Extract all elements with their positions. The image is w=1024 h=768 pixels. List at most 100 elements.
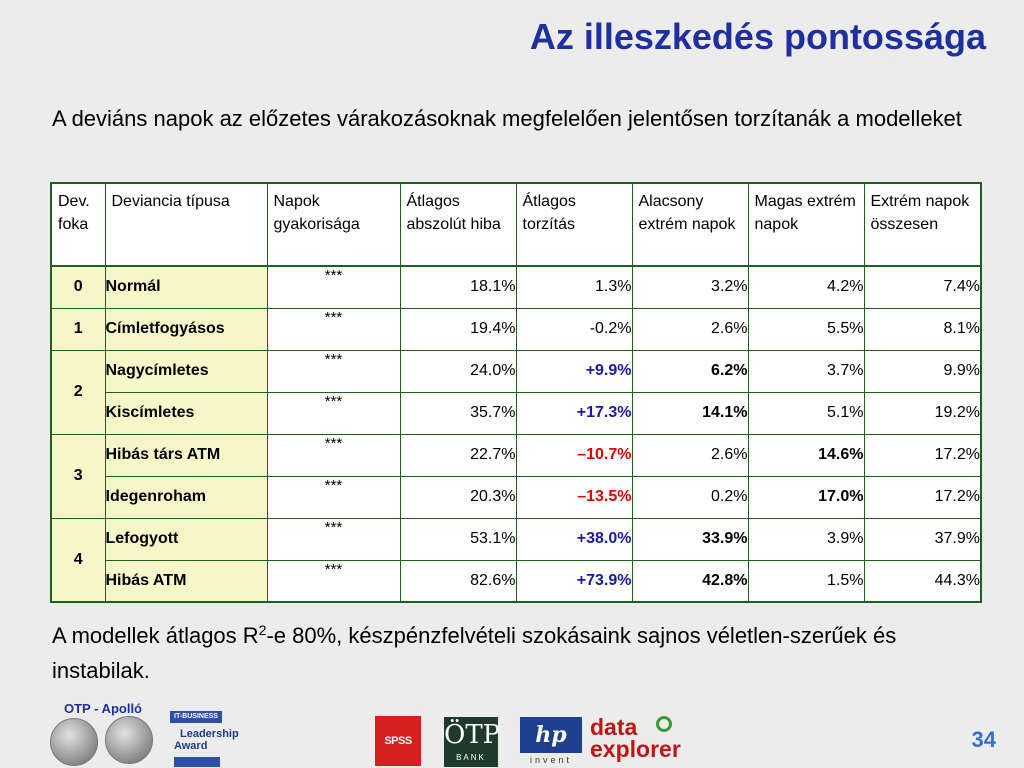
low-extreme-cell: 6.2% xyxy=(631,349,749,393)
bias-cell: -0.2% xyxy=(515,307,633,351)
bias-cell: +17.3% xyxy=(515,391,633,435)
low-extreme-cell: 33.9% xyxy=(631,517,749,561)
table-row: Hibás ATM *** 82.6% +73.9% 42.8% 1.5% 44… xyxy=(51,559,982,603)
award-band-bottom xyxy=(174,757,220,767)
bias-cell: 1.3% xyxy=(515,265,633,309)
high-extreme-cell: 3.9% xyxy=(747,517,865,561)
results-table: Dev. foka Deviancia típusa Napok gyakori… xyxy=(50,182,982,603)
mae-cell: 24.0% xyxy=(399,349,517,393)
total-extreme-cell: 19.2% xyxy=(863,391,982,435)
header-magas-extrem: Magas extrém napok xyxy=(747,182,865,267)
bias-cell: –10.7% xyxy=(515,433,633,477)
total-extreme-cell: 9.9% xyxy=(863,349,982,393)
header-atlagos-torzitas: Átlagos torzítás xyxy=(515,182,633,267)
total-extreme-cell: 44.3% xyxy=(863,559,982,603)
otp-apollo-label: OTP - Apolló xyxy=(64,701,142,716)
high-extreme-cell: 4.2% xyxy=(747,265,865,309)
dev-foka-cell: 2 xyxy=(50,349,106,435)
header-deviancia-tipusa: Deviancia típusa xyxy=(104,182,268,267)
dev-foka-cell: 4 xyxy=(50,517,106,603)
low-extreme-cell: 2.6% xyxy=(631,307,749,351)
dev-foka-cell: 3 xyxy=(50,433,106,519)
leadership-award-logo: IT-BUSINESS Leadership Award xyxy=(170,711,242,767)
bias-cell: +38.0% xyxy=(515,517,633,561)
deviancia-type-cell: Címletfogyásos xyxy=(104,307,268,351)
hp-invent-logo: hp invent xyxy=(520,717,582,767)
conclusion-text: A modellek átlagos R2-e 80%, készpénzfel… xyxy=(52,618,972,688)
slide-title: Az illeszkedés pontossága xyxy=(529,16,986,57)
deviancia-type-cell: Kiscímletes xyxy=(104,391,268,435)
total-extreme-cell: 7.4% xyxy=(863,265,982,309)
high-extreme-cell: 1.5% xyxy=(747,559,865,603)
mae-cell: 18.1% xyxy=(399,265,517,309)
low-extreme-cell: 42.8% xyxy=(631,559,749,603)
low-extreme-cell: 0.2% xyxy=(631,475,749,519)
frequency-cell: *** xyxy=(266,559,401,603)
mae-cell: 19.4% xyxy=(399,307,517,351)
mae-cell: 20.3% xyxy=(399,475,517,519)
header-alacsony-extrem: Alacsony extrém napok xyxy=(631,182,749,267)
header-napok-gyakorisaga: Napok gyakorisága xyxy=(266,182,401,267)
deviancia-type-cell: Idegenroham xyxy=(104,475,268,519)
data-explorer-line-2: explorer xyxy=(590,736,681,762)
high-extreme-cell: 5.1% xyxy=(747,391,865,435)
conclusion-part-1: A modellek átlagos R xyxy=(52,623,259,648)
bias-cell: –13.5% xyxy=(515,475,633,519)
table-row: 0 Normál *** 18.1% 1.3% 3.2% 4.2% 7.4% xyxy=(50,265,982,309)
mae-cell: 22.7% xyxy=(399,433,517,477)
total-extreme-cell: 8.1% xyxy=(863,307,982,351)
mae-cell: 35.7% xyxy=(399,391,517,435)
conclusion-part-2: -e 80%, készpénzfelvételi szokásaink saj… xyxy=(52,623,897,683)
coin-icon xyxy=(50,718,98,766)
table-row: 3 Hibás társ ATM *** 22.7% –10.7% 2.6% 1… xyxy=(50,433,982,519)
table-row: 2 Nagycímletes *** 24.0% +9.9% 6.2% 3.7%… xyxy=(50,349,982,435)
data-explorer-ring-icon xyxy=(656,716,672,732)
frequency-cell: *** xyxy=(266,265,401,309)
bias-cell: +9.9% xyxy=(515,349,633,393)
high-extreme-cell: 3.7% xyxy=(747,349,865,393)
award-line-1: Leadership xyxy=(180,728,239,740)
deviancia-type-cell: Lefogyott xyxy=(104,517,268,561)
low-extreme-cell: 3.2% xyxy=(631,265,749,309)
intro-text: A deviáns napok az előzetes várakozásokn… xyxy=(52,106,962,131)
dev-foka-cell: 0 xyxy=(50,265,106,309)
high-extreme-cell: 14.6% xyxy=(747,433,865,477)
hp-sub: invent xyxy=(529,755,573,765)
frequency-cell: *** xyxy=(266,433,401,477)
data-explorer-logo: data explorer xyxy=(590,716,720,766)
frequency-cell: *** xyxy=(266,391,401,435)
total-extreme-cell: 17.2% xyxy=(863,475,982,519)
total-extreme-cell: 17.2% xyxy=(863,433,982,477)
frequency-cell: *** xyxy=(266,475,401,519)
r-squared-superscript: 2 xyxy=(258,622,267,638)
otp-bank-mark: ÖTP xyxy=(444,720,501,750)
table-row: Kiscímletes *** 35.7% +17.3% 14.1% 5.1% … xyxy=(51,391,982,435)
low-extreme-cell: 2.6% xyxy=(631,433,749,477)
frequency-cell: *** xyxy=(266,517,401,561)
mae-cell: 82.6% xyxy=(399,559,517,603)
bias-cell: +73.9% xyxy=(515,559,633,603)
award-band: IT-BUSINESS xyxy=(170,711,222,723)
deviancia-type-cell: Nagycímletes xyxy=(104,349,268,393)
header-extrem-osszesen: Extrém napok összesen xyxy=(863,182,982,267)
mae-cell: 53.1% xyxy=(399,517,517,561)
coin-icon xyxy=(105,716,153,764)
frequency-cell: *** xyxy=(266,307,401,351)
table-row: Idegenroham *** 20.3% –13.5% 0.2% 17.0% … xyxy=(51,475,982,519)
total-extreme-cell: 37.9% xyxy=(863,517,982,561)
data-explorer-line-1: data xyxy=(590,714,638,740)
table-header-row: Dev. foka Deviancia típusa Napok gyakori… xyxy=(50,182,982,267)
table-row: 1 Címletfogyásos *** 19.4% -0.2% 2.6% 5.… xyxy=(50,307,982,351)
low-extreme-cell: 14.1% xyxy=(631,391,749,435)
deviancia-type-cell: Hibás ATM xyxy=(104,559,268,603)
frequency-cell: *** xyxy=(266,349,401,393)
deviancia-type-cell: Normál xyxy=(104,265,268,309)
award-line-2: Award xyxy=(174,740,208,752)
otp-bank-sub: BANK xyxy=(456,753,486,762)
high-extreme-cell: 17.0% xyxy=(747,475,865,519)
otp-bank-logo: ÖTP BANK xyxy=(444,717,501,767)
high-extreme-cell: 5.5% xyxy=(747,307,865,351)
dev-foka-cell: 1 xyxy=(50,307,106,351)
table-row: 4 Lefogyott *** 53.1% +38.0% 33.9% 3.9% … xyxy=(50,517,982,603)
header-atlagos-abszolut-hiba: Átlagos abszolút hiba xyxy=(399,182,517,267)
